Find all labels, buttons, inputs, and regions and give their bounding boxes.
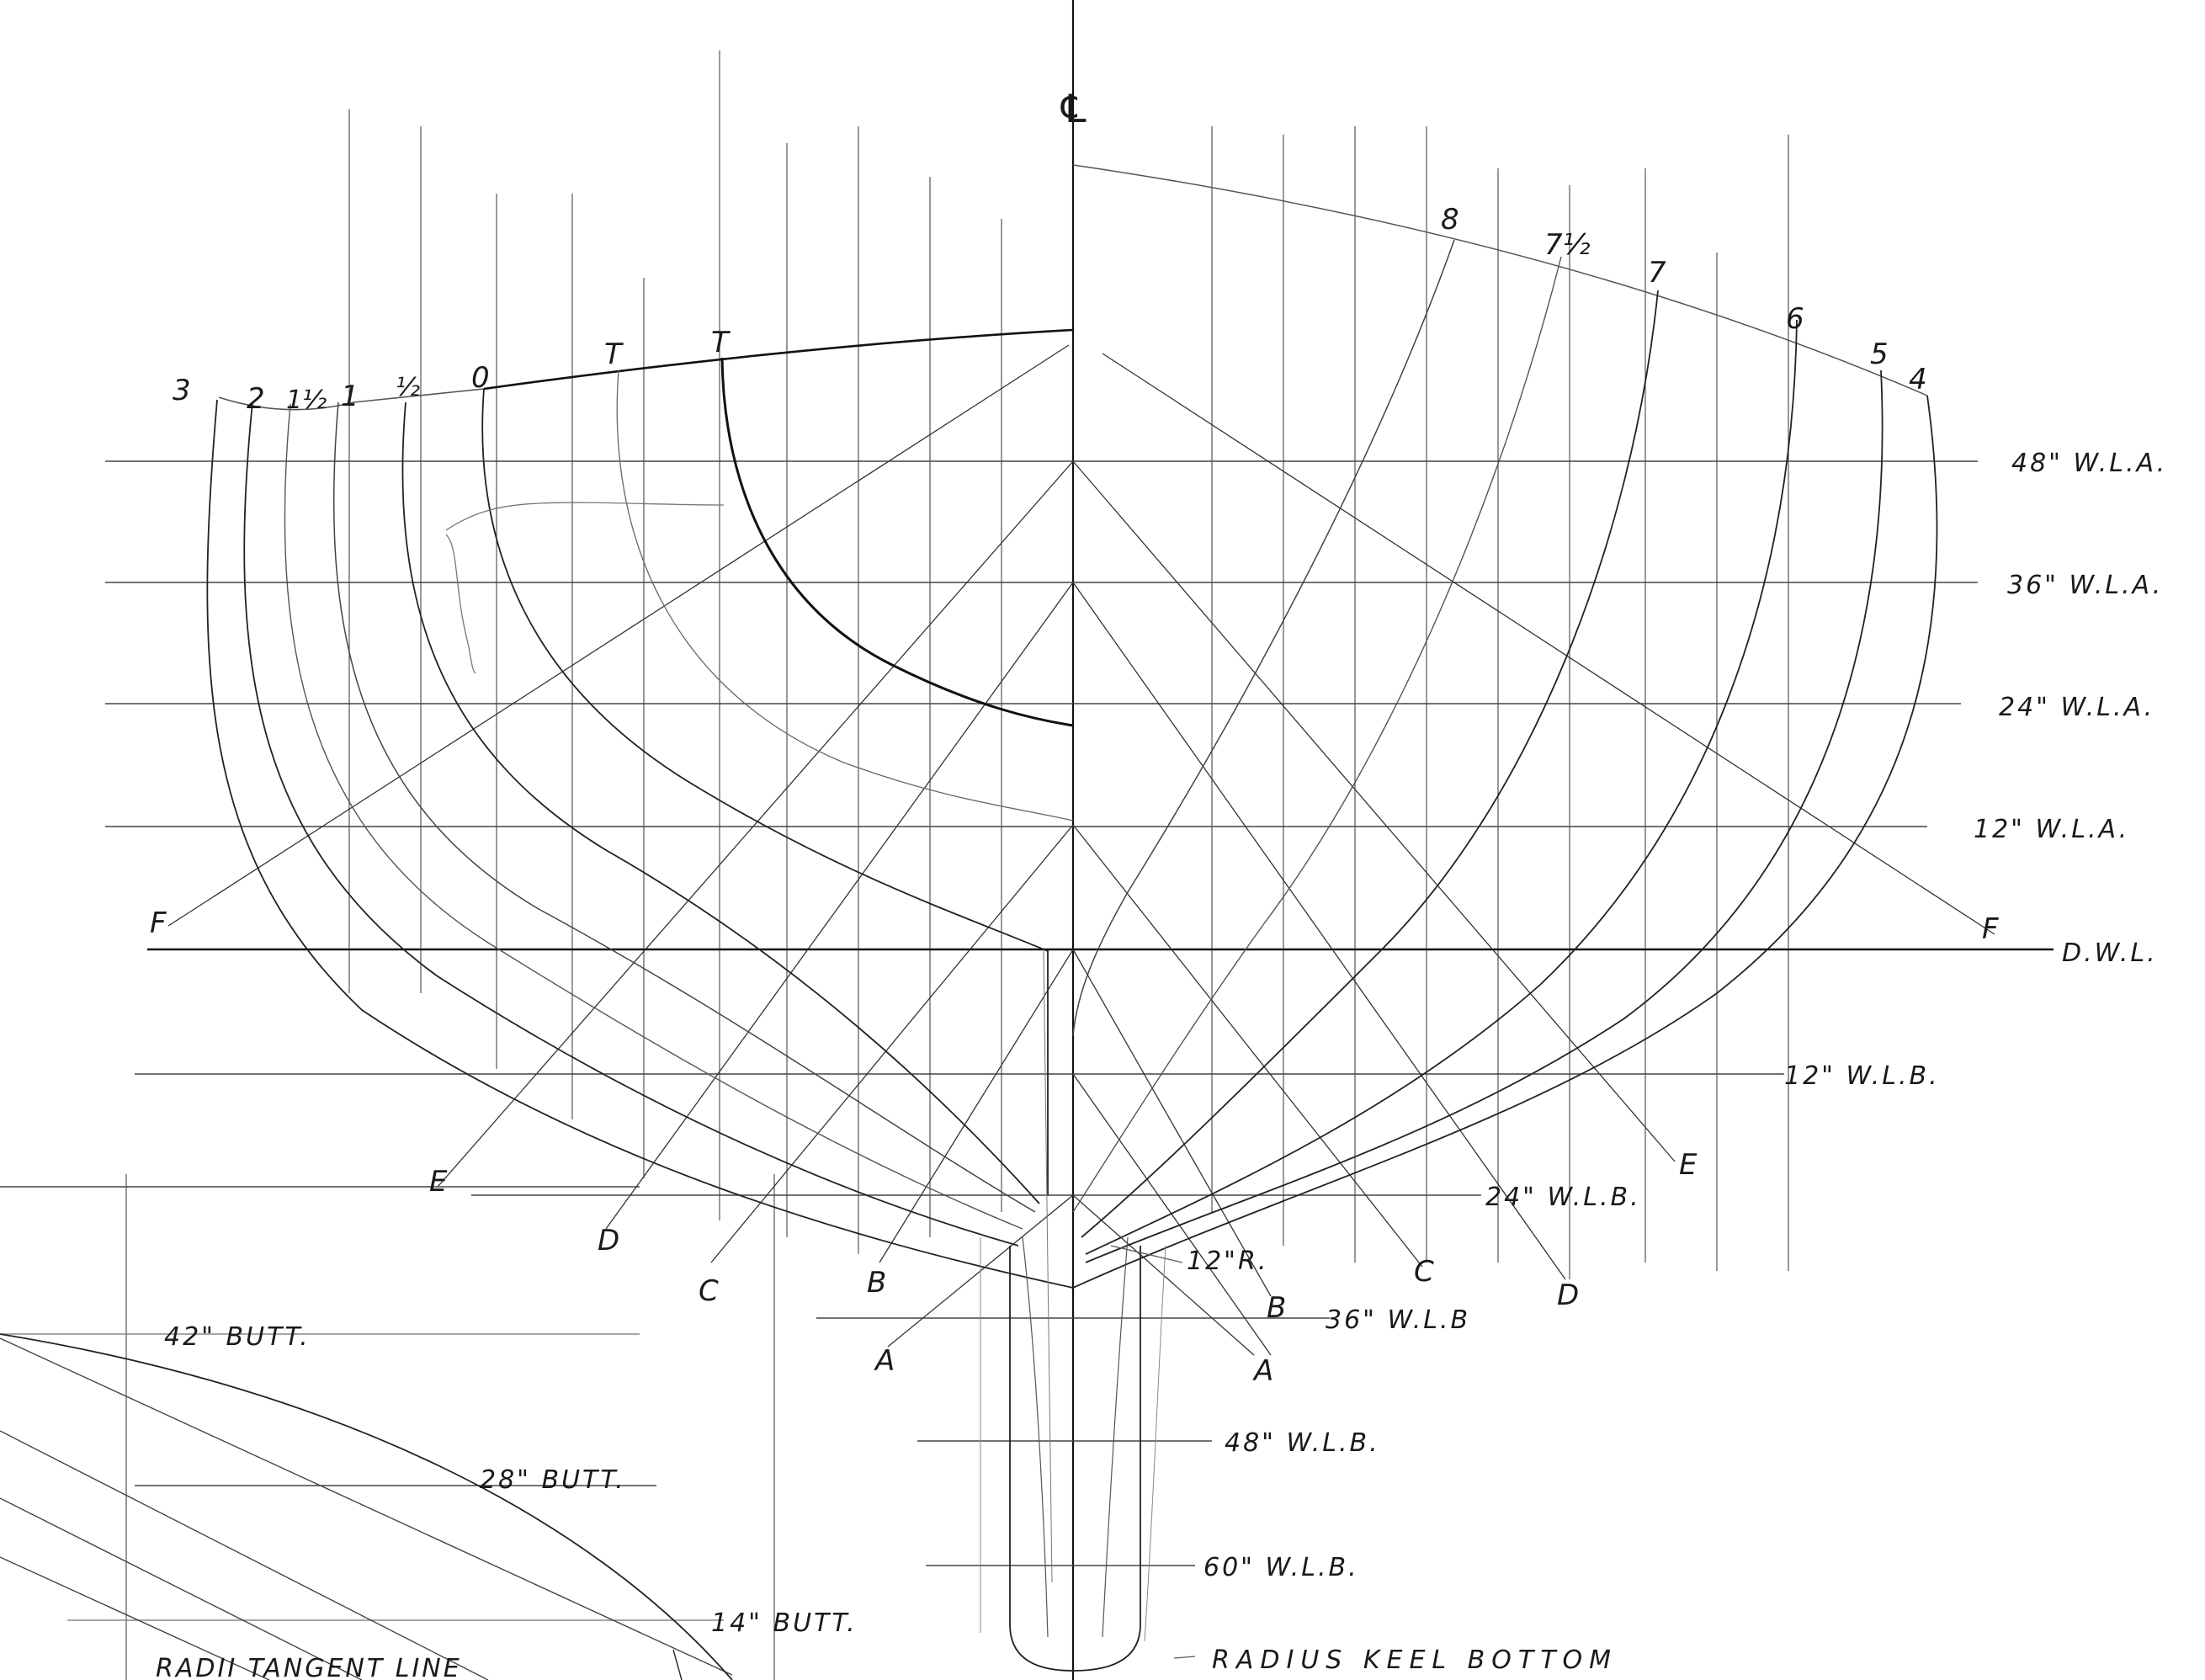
label-48-wlb: 48" W.L.B. — [1225, 1428, 1380, 1458]
label-42-butt: 42" BUTT. — [164, 1322, 311, 1352]
label-36-wlb: 36" W.L.B — [1326, 1305, 1470, 1335]
centerline-symbol: ℄ — [1056, 86, 1091, 131]
label-28-butt: 28" BUTT. — [480, 1465, 626, 1495]
keel-note: RADIUS KEEL BOTTOM — [1212, 1645, 1618, 1675]
station-label-3: 3 — [173, 374, 191, 407]
station-label-4: 4 — [1909, 363, 1927, 396]
diagonal-label-e-right: E — [1679, 1148, 1698, 1182]
station-label-1-5: 1½ — [286, 385, 327, 415]
sheer-line — [218, 164, 1928, 411]
station-label-2: 2 — [247, 382, 265, 416]
station-label-7: 7 — [1648, 256, 1666, 290]
diagonal-label-a-left: A — [874, 1344, 895, 1378]
diagonal-label-c-left: C — [699, 1274, 719, 1308]
label-12-wlb: 12" W.L.B. — [1784, 1061, 1940, 1091]
station-label-7-5: 7½ — [1544, 228, 1591, 262]
diagonal-label-e-left: E — [429, 1165, 448, 1199]
station-curves-aft — [206, 357, 1074, 1289]
label-14-butt: 14" BUTT. — [711, 1608, 858, 1638]
buttock-grid — [125, 51, 1789, 1680]
label-48-wla: 48" W.L.A. — [2011, 449, 2167, 478]
buttock-lines — [0, 1186, 733, 1680]
keel-note-leader — [1173, 1656, 1196, 1659]
station-label-8: 8 — [1441, 203, 1459, 237]
diagonal-label-b-right: B — [1267, 1291, 1286, 1325]
label-12-wla: 12" W.L.A. — [1974, 815, 2129, 844]
diagonal-label-d-left: D — [598, 1224, 619, 1257]
label-60-wlb: 60" W.L.B. — [1203, 1553, 1359, 1582]
station-label-5: 5 — [1870, 338, 1889, 371]
station-label-0-5: ½ — [396, 373, 420, 402]
station-label-t-outer: T — [604, 338, 624, 371]
station-label-6: 6 — [1786, 302, 1804, 336]
diagonal-label-b-left: B — [867, 1266, 886, 1300]
radius-note: 12"R. — [1187, 1247, 1268, 1276]
diagonal-label-c-right: C — [1414, 1255, 1434, 1289]
diagonal-label-a-right: A — [1252, 1354, 1273, 1388]
label-24-wlb: 24" W.L.B. — [1485, 1183, 1641, 1212]
station-label-t-inner: T — [711, 326, 731, 359]
diagonal-label-f-right: F — [1982, 912, 1999, 946]
keel-fin — [980, 950, 1166, 1672]
station-curves-fwd — [1072, 239, 1938, 1289]
label-36-wla: 36" W.L.A. — [2007, 571, 2163, 600]
label-dwl: D.W.L. — [2062, 938, 2158, 968]
radius-note-leader — [1110, 1245, 1183, 1263]
tangent-note: RADII TANGENT LINE — [156, 1654, 462, 1680]
diagonal-label-f-left: F — [150, 906, 167, 940]
station-label-0: 0 — [471, 361, 490, 395]
diagonal-lines — [167, 344, 1995, 1356]
label-24-wla: 24" W.L.A. — [1999, 693, 2155, 722]
sketch-marks — [445, 502, 725, 674]
diagonal-label-d-right: D — [1557, 1279, 1579, 1312]
station-label-1: 1 — [341, 380, 359, 413]
